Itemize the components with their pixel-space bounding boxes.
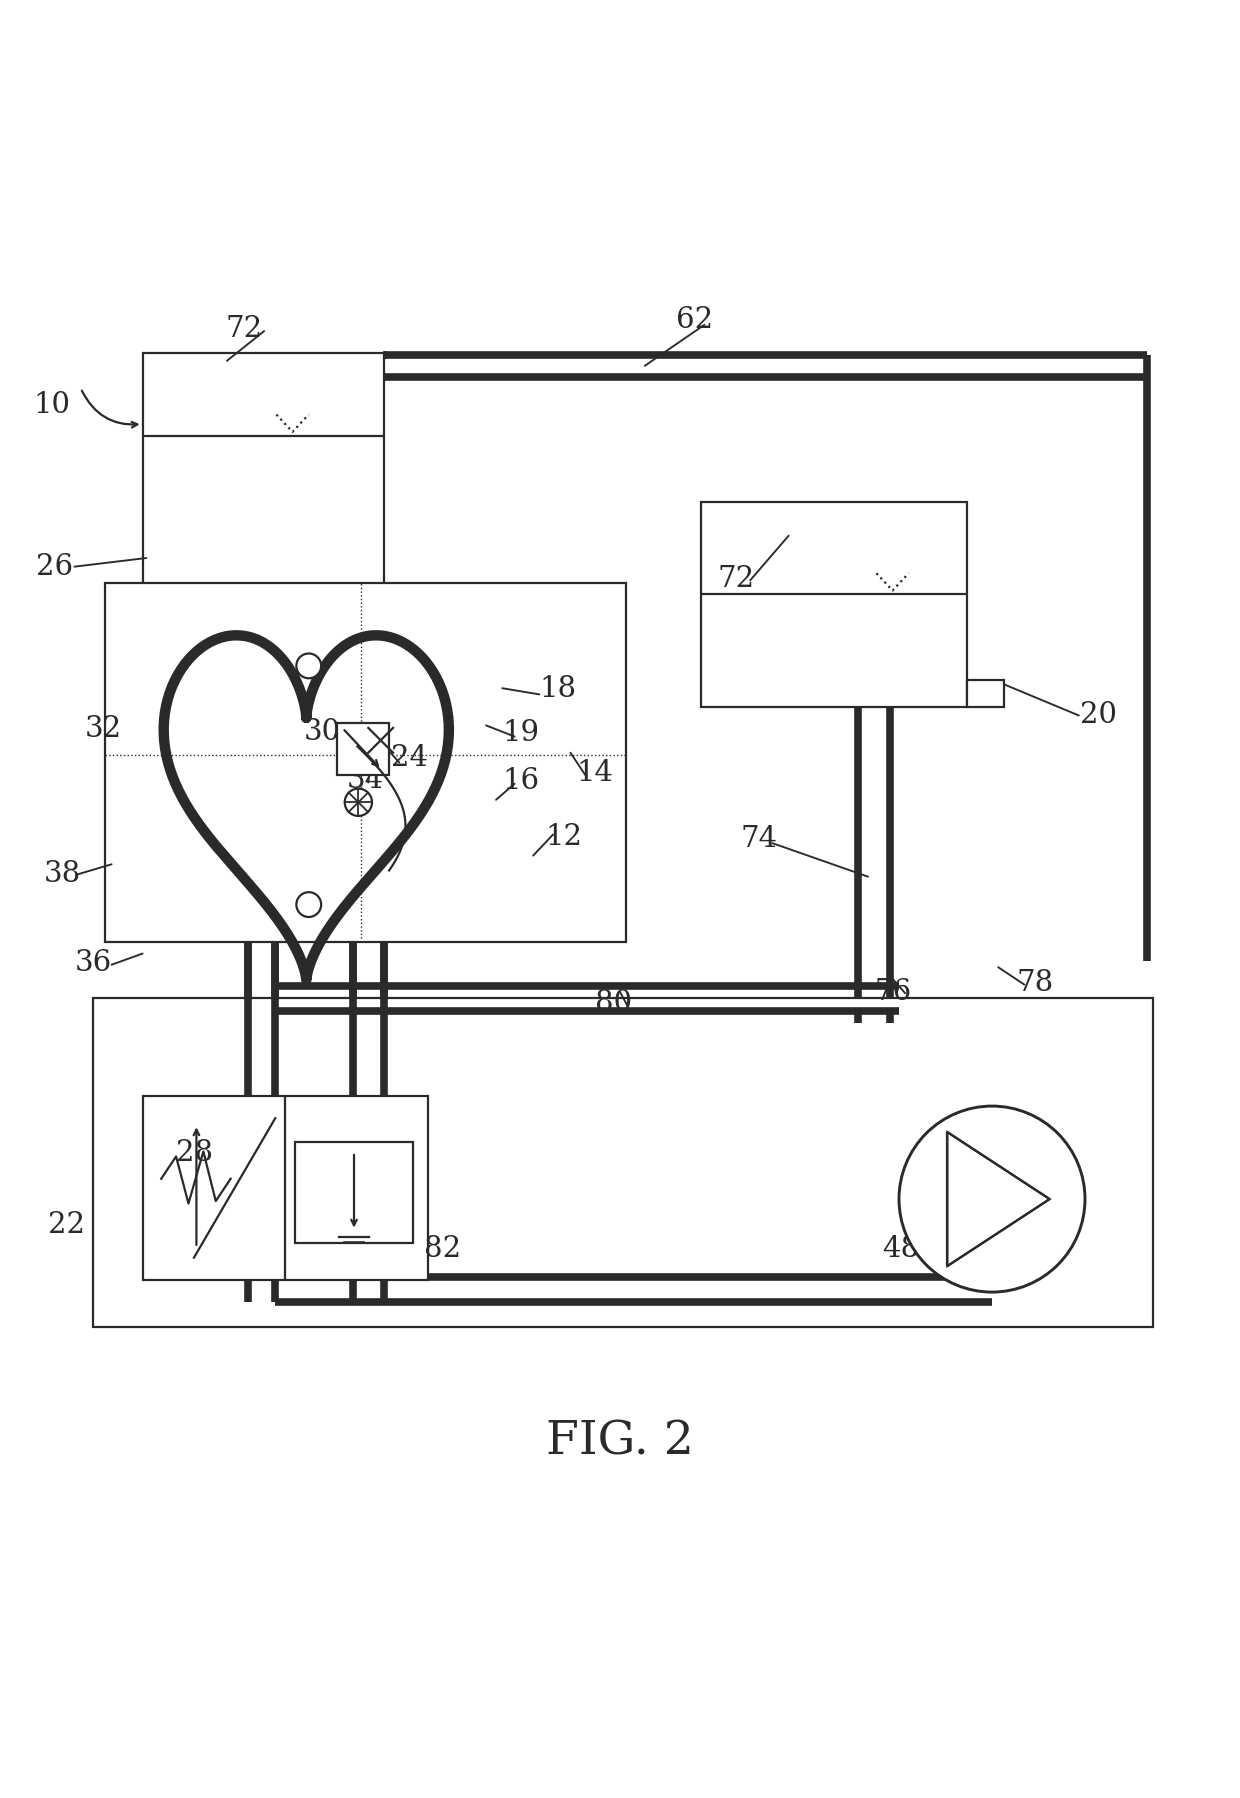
- Circle shape: [296, 892, 321, 917]
- Bar: [105, 583, 626, 942]
- Bar: [143, 354, 384, 595]
- Text: 30: 30: [304, 717, 341, 746]
- Text: 72: 72: [226, 315, 263, 343]
- Circle shape: [345, 789, 372, 816]
- Text: 74: 74: [740, 825, 777, 854]
- Text: 76: 76: [874, 978, 911, 1007]
- Text: 18: 18: [539, 676, 577, 703]
- Bar: [93, 998, 1153, 1327]
- Text: 16: 16: [502, 768, 539, 795]
- Bar: [701, 502, 967, 707]
- Circle shape: [899, 1106, 1085, 1293]
- Text: 48: 48: [882, 1235, 919, 1262]
- Text: 19: 19: [502, 719, 539, 746]
- Text: 80: 80: [595, 989, 632, 1018]
- Bar: [967, 680, 1004, 707]
- Text: 36: 36: [74, 949, 112, 978]
- Text: 12: 12: [546, 823, 583, 850]
- Text: 72: 72: [718, 565, 755, 593]
- Text: 14: 14: [577, 759, 614, 786]
- Bar: [143, 1097, 428, 1280]
- Text: 20: 20: [1080, 701, 1117, 730]
- Text: 34: 34: [347, 766, 384, 795]
- Text: 22: 22: [48, 1212, 86, 1239]
- Text: 32: 32: [84, 716, 122, 743]
- Bar: [337, 723, 389, 775]
- Text: 78: 78: [1017, 969, 1054, 998]
- Text: 28: 28: [176, 1140, 213, 1167]
- Text: 38: 38: [43, 859, 81, 888]
- Text: 24: 24: [391, 744, 428, 771]
- Text: 26: 26: [36, 552, 73, 581]
- Text: 62: 62: [676, 306, 713, 334]
- Text: 82: 82: [424, 1235, 461, 1262]
- Circle shape: [296, 653, 321, 678]
- Bar: [295, 1142, 413, 1242]
- Text: 10: 10: [33, 392, 71, 419]
- Polygon shape: [947, 1133, 1049, 1266]
- Text: FIG. 2: FIG. 2: [546, 1419, 694, 1465]
